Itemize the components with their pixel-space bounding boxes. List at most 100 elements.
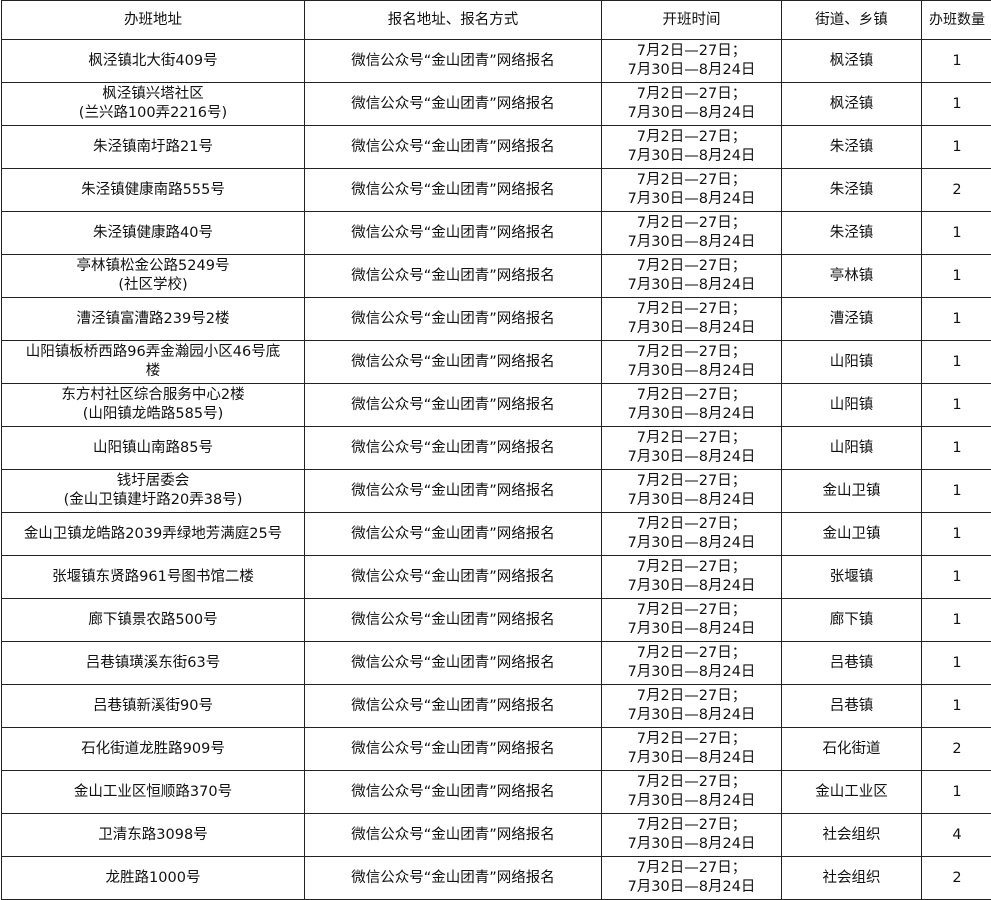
town-cell: 石化街道 xyxy=(782,728,922,771)
time-cell-line: 7月30日—8月24日 xyxy=(602,319,781,338)
count-cell: 1 xyxy=(922,341,991,384)
header-address: 办班地址 xyxy=(2,1,305,40)
time-cell-line: 7月30日—8月24日 xyxy=(602,405,781,424)
time-cell-line: 7月30日—8月24日 xyxy=(602,147,781,166)
time-cell-line: 7月30日—8月24日 xyxy=(602,878,781,897)
address-cell-line: 漕泾镇富漕路239号2楼 xyxy=(2,310,304,329)
town-cell: 朱泾镇 xyxy=(782,212,922,255)
address-cell-line: 吕巷镇新溪街90号 xyxy=(2,697,304,716)
header-time: 开班时间 xyxy=(602,1,782,40)
time-cell-line: 7月2日—27日； xyxy=(602,515,781,534)
time-cell: 7月2日—27日；7月30日—8月24日 xyxy=(602,728,782,771)
count-cell: 1 xyxy=(922,126,991,169)
count-cell: 1 xyxy=(922,255,991,298)
count-cell: 2 xyxy=(922,857,991,900)
time-cell-line: 7月30日—8月24日 xyxy=(602,491,781,510)
time-cell: 7月2日—27日；7月30日—8月24日 xyxy=(602,556,782,599)
town-cell: 张堰镇 xyxy=(782,556,922,599)
address-cell-line: 张堰镇东贤路961号图书馆二楼 xyxy=(2,568,304,587)
address-cell-line: 龙胜路1000号 xyxy=(2,869,304,888)
count-cell: 1 xyxy=(922,513,991,556)
time-cell-line: 7月2日—27日； xyxy=(602,601,781,620)
town-cell: 吕巷镇 xyxy=(782,685,922,728)
count-cell: 1 xyxy=(922,771,991,814)
address-cell-line: 亭林镇松金公路5249号 xyxy=(2,257,304,276)
address-cell: 龙胜路1000号 xyxy=(2,857,305,900)
address-cell: 朱泾镇南圩路21号 xyxy=(2,126,305,169)
time-cell-line: 7月2日—27日； xyxy=(602,773,781,792)
town-cell: 社会组织 xyxy=(782,857,922,900)
signup-cell: 微信公众号“金山团青”网络报名 xyxy=(305,470,602,513)
town-cell: 山阳镇 xyxy=(782,427,922,470)
time-cell: 7月2日—27日；7月30日—8月24日 xyxy=(602,814,782,857)
address-cell: 石化街道龙胜路909号 xyxy=(2,728,305,771)
address-cell-line: 楼 xyxy=(2,362,304,381)
signup-cell: 微信公众号“金山团青”网络报名 xyxy=(305,212,602,255)
address-cell: 吕巷镇璜溪东街63号 xyxy=(2,642,305,685)
time-cell: 7月2日—27日；7月30日—8月24日 xyxy=(602,685,782,728)
address-cell-line: 朱泾镇健康南路555号 xyxy=(2,181,304,200)
address-cell: 廊下镇景农路500号 xyxy=(2,599,305,642)
address-cell: 张堰镇东贤路961号图书馆二楼 xyxy=(2,556,305,599)
time-cell-line: 7月2日—27日； xyxy=(602,730,781,749)
time-cell-line: 7月2日—27日； xyxy=(602,42,781,61)
town-cell: 廊下镇 xyxy=(782,599,922,642)
address-cell-line: 廊下镇景农路500号 xyxy=(2,611,304,630)
address-cell: 朱泾镇健康路40号 xyxy=(2,212,305,255)
count-cell: 1 xyxy=(922,427,991,470)
town-cell: 金山工业区 xyxy=(782,771,922,814)
signup-cell: 微信公众号“金山团青”网络报名 xyxy=(305,599,602,642)
signup-cell: 微信公众号“金山团青”网络报名 xyxy=(305,728,602,771)
address-cell-line: (金山卫镇建圩路20弄38号) xyxy=(2,491,304,510)
address-cell: 卫清东路3098号 xyxy=(2,814,305,857)
address-cell-line: 金山工业区恒顺路370号 xyxy=(2,783,304,802)
signup-cell: 微信公众号“金山团青”网络报名 xyxy=(305,771,602,814)
town-cell: 社会组织 xyxy=(782,814,922,857)
time-cell: 7月2日—27日；7月30日—8月24日 xyxy=(602,771,782,814)
header-town: 街道、乡镇 xyxy=(782,1,922,40)
time-cell-line: 7月2日—27日； xyxy=(602,171,781,190)
time-cell: 7月2日—27日；7月30日—8月24日 xyxy=(602,83,782,126)
town-cell: 金山卫镇 xyxy=(782,470,922,513)
address-cell: 金山工业区恒顺路370号 xyxy=(2,771,305,814)
address-cell: 朱泾镇健康南路555号 xyxy=(2,169,305,212)
signup-cell: 微信公众号“金山团青”网络报名 xyxy=(305,685,602,728)
town-cell: 吕巷镇 xyxy=(782,642,922,685)
address-cell-line: 朱泾镇健康路40号 xyxy=(2,224,304,243)
time-cell-line: 7月30日—8月24日 xyxy=(602,276,781,295)
town-cell: 亭林镇 xyxy=(782,255,922,298)
time-cell-line: 7月2日—27日； xyxy=(602,687,781,706)
signup-cell: 微信公众号“金山团青”网络报名 xyxy=(305,341,602,384)
time-cell-line: 7月30日—8月24日 xyxy=(602,190,781,209)
town-cell: 枫泾镇 xyxy=(782,83,922,126)
count-cell: 2 xyxy=(922,728,991,771)
time-cell-line: 7月30日—8月24日 xyxy=(602,362,781,381)
address-cell-line: (社区学校) xyxy=(2,276,304,295)
time-cell-line: 7月30日—8月24日 xyxy=(602,534,781,553)
count-cell: 4 xyxy=(922,814,991,857)
time-cell-line: 7月30日—8月24日 xyxy=(602,835,781,854)
address-cell: 枫泾镇北大街409号 xyxy=(2,40,305,83)
signup-cell: 微信公众号“金山团青”网络报名 xyxy=(305,126,602,169)
time-cell: 7月2日—27日；7月30日—8月24日 xyxy=(602,384,782,427)
header-count: 办班数量 xyxy=(922,1,991,40)
time-cell-line: 7月30日—8月24日 xyxy=(602,663,781,682)
address-cell-line: 卫清东路3098号 xyxy=(2,826,304,845)
time-cell: 7月2日—27日；7月30日—8月24日 xyxy=(602,169,782,212)
signup-cell: 微信公众号“金山团青”网络报名 xyxy=(305,83,602,126)
signup-cell: 微信公众号“金山团青”网络报名 xyxy=(305,40,602,83)
time-cell-line: 7月30日—8月24日 xyxy=(602,792,781,811)
signup-cell: 微信公众号“金山团青”网络报名 xyxy=(305,427,602,470)
address-cell-line: 枫泾镇兴塔社区 xyxy=(2,85,304,104)
